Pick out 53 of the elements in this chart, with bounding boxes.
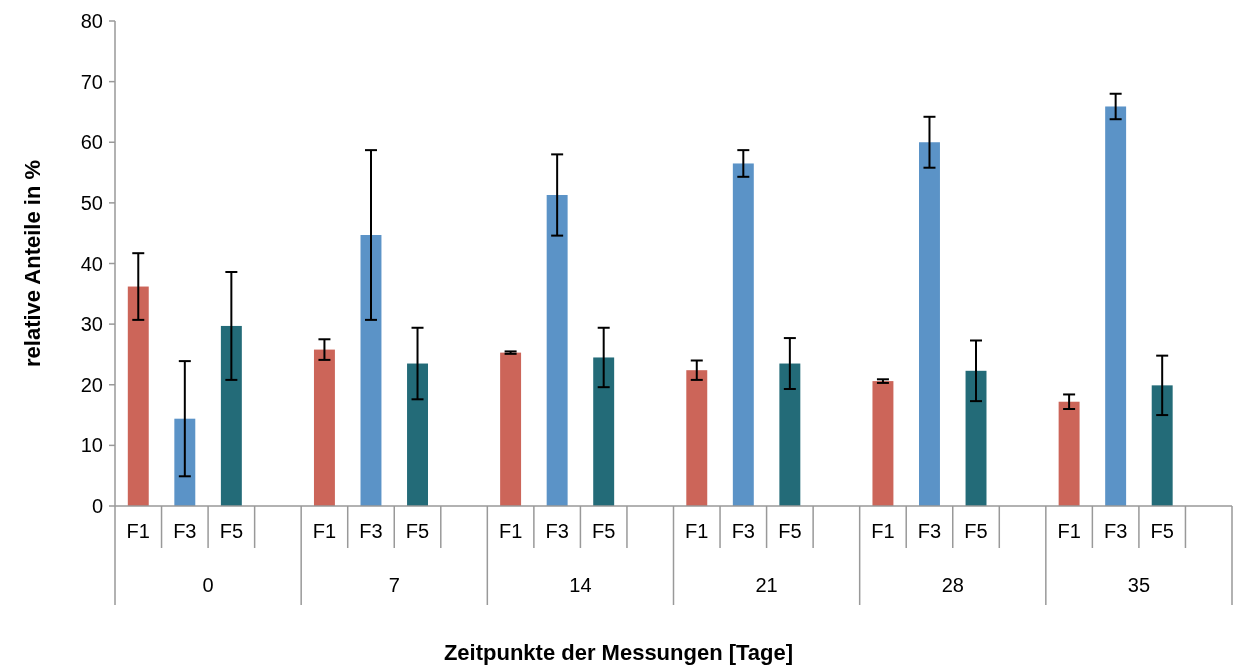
x-tick-label: 35 [1127,574,1151,596]
bar [407,363,428,506]
bar [500,352,522,506]
bar [1151,385,1173,506]
bar [220,325,242,506]
x-tick-label: 14 [569,574,592,596]
text: F5 [219,520,244,542]
series-label: F5 [1150,520,1174,542]
text: F1 [871,520,895,542]
text: F5 [778,520,802,542]
text: F1 [685,520,709,542]
bar [779,363,801,506]
y-axis-title: relative Anteile in % [20,159,45,368]
text: F3 [917,520,942,542]
bar [174,418,196,506]
series-label: F1 [498,520,523,542]
y-tick-label: 70 [80,70,103,93]
bar [1058,401,1080,506]
series-label: F3 [545,520,569,542]
bar [127,286,149,506]
x-tick-label: 0 [202,574,214,596]
y-tick-label: 80 [80,10,103,32]
x-axis-title: Zeitpunkte der Messungen [Tage] [443,640,794,665]
text: F1 [1057,520,1081,542]
y-tick-label: 30 [80,313,103,336]
bar [1105,106,1127,506]
bar [593,357,615,506]
text: F1 [312,520,337,542]
x-tick-label: 21 [755,574,778,596]
text: F3 [359,520,383,542]
bar [546,194,568,506]
y-tick-label: 50 [80,191,103,214]
bar [313,349,335,506]
y-tick-label: 40 [80,252,103,275]
bar [919,142,940,506]
text: F5 [405,520,430,542]
text: F3 [731,520,755,542]
x-tick-label: 28 [941,574,964,596]
bar [872,381,894,506]
text: F5 [592,520,616,542]
y-tick-label: 10 [80,434,103,457]
text: F3 [173,520,197,542]
text: F1 [126,520,150,542]
bar [360,235,382,506]
y-tick-label: 60 [80,131,103,154]
text: F3 [1103,520,1128,542]
bar [965,370,987,506]
y-tick-label: 20 [80,373,103,396]
text: F5 [964,520,988,542]
bar [686,370,708,506]
bar [732,163,754,506]
x-tick-label: 7 [388,574,400,596]
y-tick-label: 0 [91,495,103,517]
